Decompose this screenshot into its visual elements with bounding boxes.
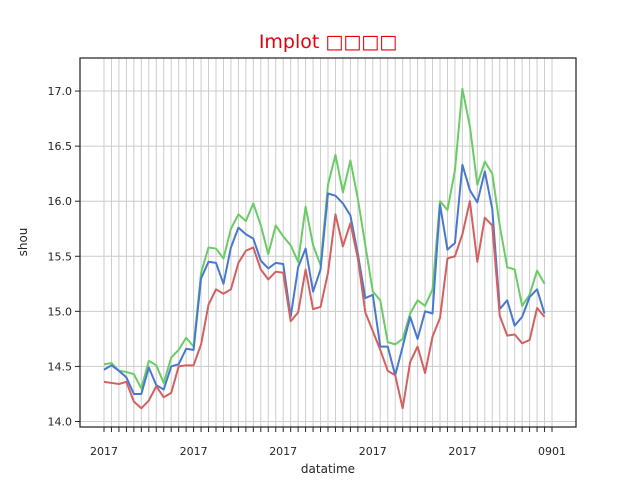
chart-title: Implot □□□□ [259, 31, 397, 53]
y-tick-label: 17.0 [48, 85, 73, 98]
x-tick-label: 2017 [180, 445, 208, 458]
x-tick-label: 0901 [538, 445, 566, 458]
y-tick-label: 16.5 [48, 140, 73, 153]
y-tick-label: 15.5 [48, 250, 73, 263]
y-ticks: 14.0 14.5 15.0 15.5 16.0 16.5 17.0 [48, 85, 80, 428]
x-axis-label: datatime [301, 462, 355, 476]
y-tick-label: 16.0 [48, 195, 73, 208]
grid [80, 58, 576, 427]
y-tick-label: 14.0 [48, 415, 73, 428]
series-lines [103, 87, 546, 410]
x-tick-label: 2017 [359, 445, 387, 458]
x-tick-label: 2017 [448, 445, 476, 458]
x-tick-label: 2017 [90, 445, 118, 458]
y-axis-label: shou [16, 228, 30, 257]
x-tick-label: 2017 [269, 445, 297, 458]
x-ticks: 2017 2017 2017 2017 2017 0901 [90, 427, 566, 458]
series-line [103, 163, 546, 395]
y-tick-label: 14.5 [48, 360, 73, 373]
series-line [103, 200, 546, 410]
y-tick-label: 15.0 [48, 305, 73, 318]
